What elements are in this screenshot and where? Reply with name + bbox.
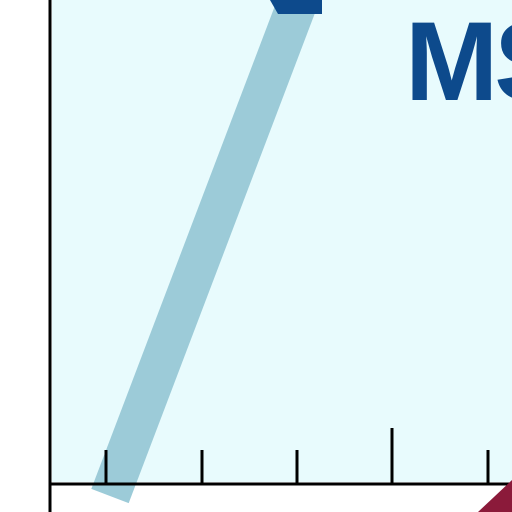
x-ticks: [104, 428, 490, 484]
series-end-marker: [270, 0, 322, 14]
series-label: MS: [405, 0, 512, 124]
series-line-0: [91, 0, 316, 504]
accent-marker: [478, 480, 512, 512]
series-layer: [91, 0, 316, 504]
x-tick-label: 250: [150, 496, 310, 512]
